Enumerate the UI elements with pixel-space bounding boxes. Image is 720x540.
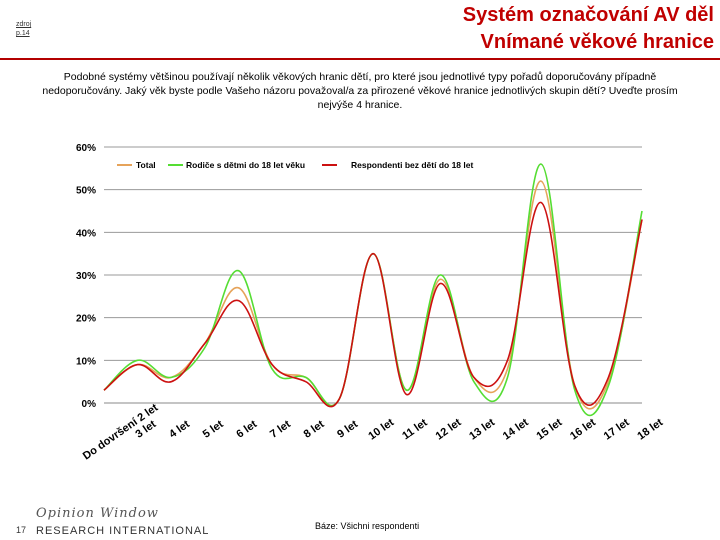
company-logo-tagline: Opinion Window — [36, 506, 159, 521]
page-title: Systém označování AV děl — [462, 4, 714, 26]
x-tick-label: 4 let — [167, 418, 192, 441]
y-tick-label: 60% — [76, 143, 96, 154]
base-note: Báze: Všichni respondenti — [315, 521, 420, 531]
y-tick-label: 0% — [82, 399, 97, 410]
legend-label: Total — [136, 160, 156, 170]
series-layer — [103, 163, 643, 417]
x-tick-label: 8 let — [302, 418, 327, 441]
x-tick-label: 7 let — [268, 418, 293, 441]
series-line-rodice-s-detmi-do-18-let-veku — [103, 163, 643, 417]
source-link-label[interactable]: zdroj — [16, 21, 32, 28]
x-tick-label: 14 let — [501, 416, 531, 442]
x-tick-label: 9 let — [335, 418, 360, 441]
page-number: 17 — [16, 525, 27, 535]
y-tick-label: 20% — [76, 314, 96, 325]
x-tick-label: 5 let — [201, 418, 226, 441]
x-tick-label: 10 let — [366, 416, 396, 442]
y-tick-label: 10% — [76, 356, 96, 367]
y-tick-label: 40% — [76, 228, 96, 239]
header-bar — [0, 0, 720, 58]
y-axis-ticks: 0% 10% 20% 30% 40% 50% 60% — [76, 143, 96, 410]
legend-label: Rodiče s dětmi do 18 let věku — [186, 160, 305, 170]
x-tick-label: 13 let — [467, 416, 497, 442]
source-link[interactable]: zdroj p.14 — [16, 20, 31, 38]
x-tick-label: 11 let — [400, 417, 430, 443]
x-tick-label: 17 let — [602, 416, 632, 442]
line-chart: 0%10%20%30%40%50%60% Do dovršení 2 let3 … — [76, 143, 666, 463]
y-tick-label: 50% — [76, 186, 96, 197]
grid-layer — [104, 146, 642, 404]
x-tick-label: 16 let — [568, 416, 598, 442]
series-line-respondenti-bez-deti-do-18-let — [103, 201, 643, 408]
legend-label: Respondenti bez dětí do 18 let — [351, 160, 473, 170]
company-logo-name: RESEARCH INTERNATIONAL — [36, 525, 210, 537]
source-page-label[interactable]: p.14 — [16, 30, 30, 37]
y-tick-label: 30% — [76, 271, 96, 282]
header-divider — [0, 58, 720, 60]
x-tick-label: 12 let — [434, 416, 464, 442]
page-subtitle: Vnímané věkové hranice — [480, 31, 714, 53]
x-tick-label: 15 let — [534, 416, 564, 442]
legend: Total Rodiče s dětmi do 18 let věku Respon… — [117, 160, 473, 170]
survey-question: Podobné systémy většinou používají někol… — [42, 71, 678, 111]
x-tick-label: 6 let — [234, 418, 259, 441]
x-tick-label: 18 let — [635, 416, 665, 442]
